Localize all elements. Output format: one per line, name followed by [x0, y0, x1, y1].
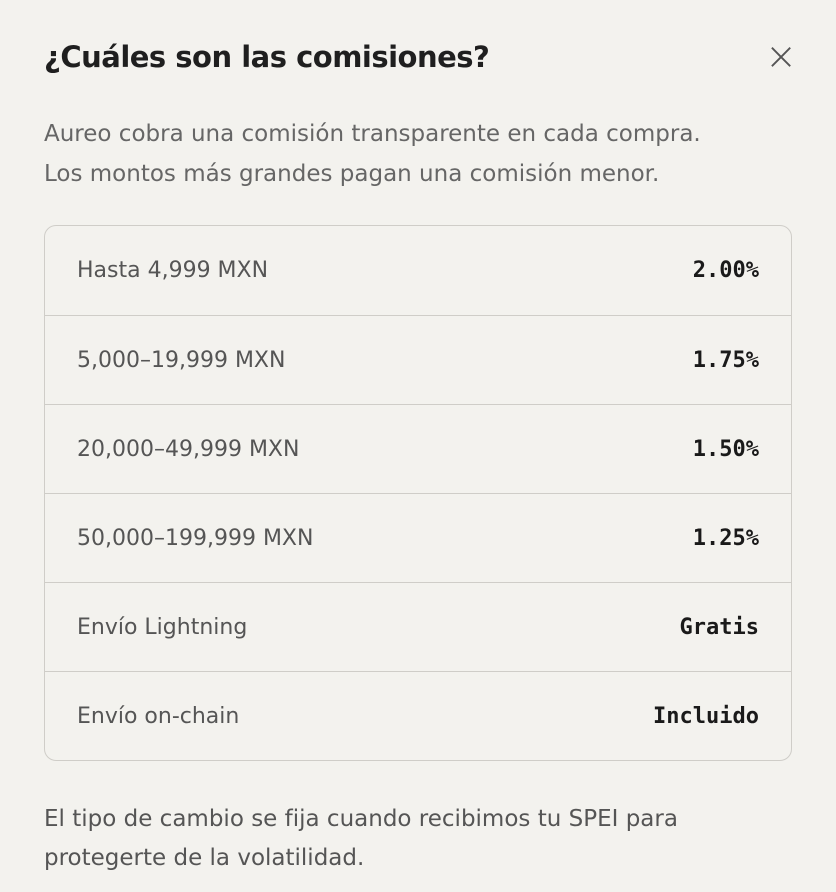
fee-row: Envío on-chain Incluido — [45, 671, 791, 760]
fee-row: 20,000–49,999 MXN 1.50% — [45, 404, 791, 493]
fee-rate: 1.50% — [692, 436, 759, 462]
dialog-title: ¿Cuáles son las comisiones? — [44, 40, 490, 74]
intro-line: Aureo cobra una comisión transparente en… — [44, 121, 701, 147]
footer-line: protegerte de la volatilidad. — [44, 845, 365, 871]
fee-rate: 1.75% — [692, 347, 759, 373]
fee-rate: 2.00% — [692, 258, 759, 283]
fee-row: 5,000–19,999 MXN 1.75% — [45, 315, 791, 404]
fee-range: 5,000–19,999 MXN — [77, 347, 286, 373]
footer: El tipo de cambio se fija cuando recibim… — [44, 800, 678, 878]
fee-row: Hasta 4,999 MXN 2.00% — [45, 226, 791, 315]
fee-rate: Gratis — [679, 614, 759, 640]
fee-range: Hasta 4,999 MXN — [77, 258, 269, 283]
fee-rate: 1.25% — [692, 525, 759, 551]
fee-row: Envío Lightning Gratis — [45, 582, 791, 671]
footer-line: El tipo de cambio se fija cuando recibim… — [44, 806, 678, 832]
fee-range: 20,000–49,999 MXN — [77, 436, 300, 462]
fee-row: 50,000–199,999 MXN 1.25% — [45, 493, 791, 582]
intro: Aureo cobra una comisión transparente en… — [44, 114, 701, 194]
fee-range: 50,000–199,999 MXN — [77, 525, 314, 551]
intro-line: Los montos más grandes pagan una comisió… — [44, 161, 660, 187]
fee-rate: Incluido — [653, 703, 759, 729]
fee-range: Envío Lightning — [77, 614, 248, 640]
fee-table: Hasta 4,999 MXN 2.00% 5,000–19,999 MXN 1.75… — [44, 225, 792, 761]
fee-range: Envío on-chain — [77, 703, 240, 729]
close-button[interactable]: × — [765, 34, 797, 78]
